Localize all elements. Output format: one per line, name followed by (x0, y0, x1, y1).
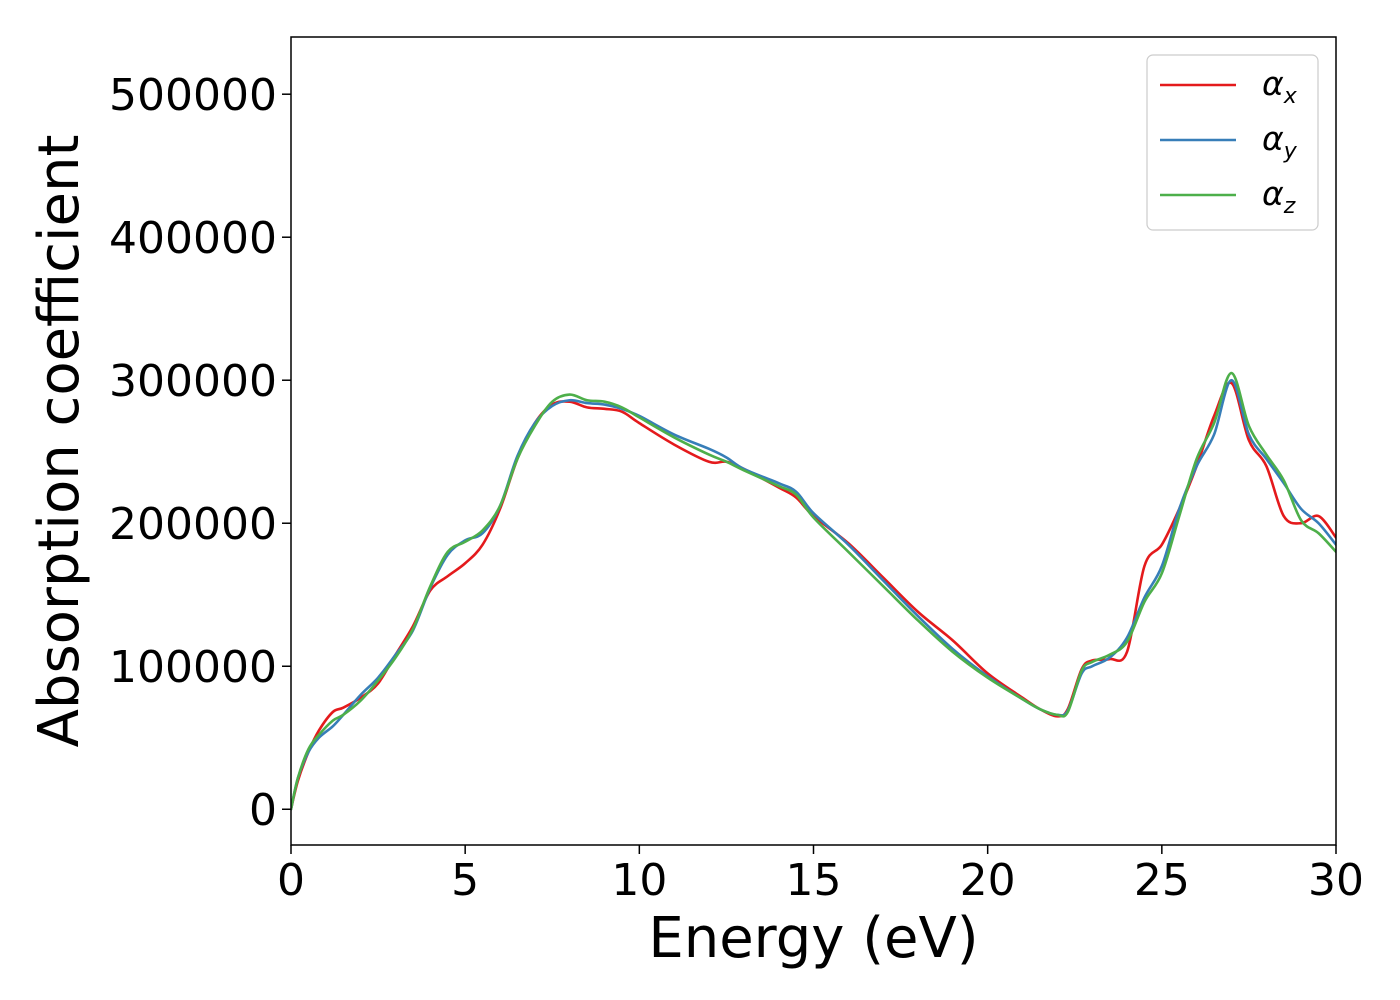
y-tick-label: 100000 (109, 642, 277, 693)
y-tick-label: 0 (249, 785, 277, 836)
x-axis-label: Energy (eV) (648, 906, 978, 971)
x-tick-label: 5 (451, 855, 479, 906)
series-line-x (291, 381, 1336, 811)
series-line-y (291, 378, 1336, 811)
x-tick-label: 15 (786, 855, 842, 906)
x-tick-label: 0 (277, 855, 305, 906)
x-tick-label: 10 (611, 855, 667, 906)
legend-entry-z: αz (1262, 174, 1296, 219)
series-layer (291, 371, 1336, 811)
x-tick-label: 25 (1134, 855, 1190, 906)
legend: αx αy αz (1146, 54, 1319, 231)
y-tick-label: 500000 (109, 70, 277, 121)
series-line-z (291, 371, 1336, 811)
y-axis-ticks: 0 100000 200000 300000 400000 500000 (109, 70, 291, 836)
x-tick-label: 30 (1308, 855, 1364, 906)
y-tick-label: 200000 (109, 499, 277, 550)
y-axis-label: Absorption coefficient (27, 135, 92, 748)
x-axis-ticks: 0 5 10 15 20 25 30 (277, 845, 1364, 906)
legend-entry-y: αy (1262, 119, 1298, 164)
legend-box (1146, 54, 1319, 231)
x-tick-label: 20 (960, 855, 1016, 906)
legend-entry-x: αx (1262, 64, 1298, 109)
y-tick-label: 400000 (109, 213, 277, 264)
y-tick-label: 300000 (109, 356, 277, 407)
